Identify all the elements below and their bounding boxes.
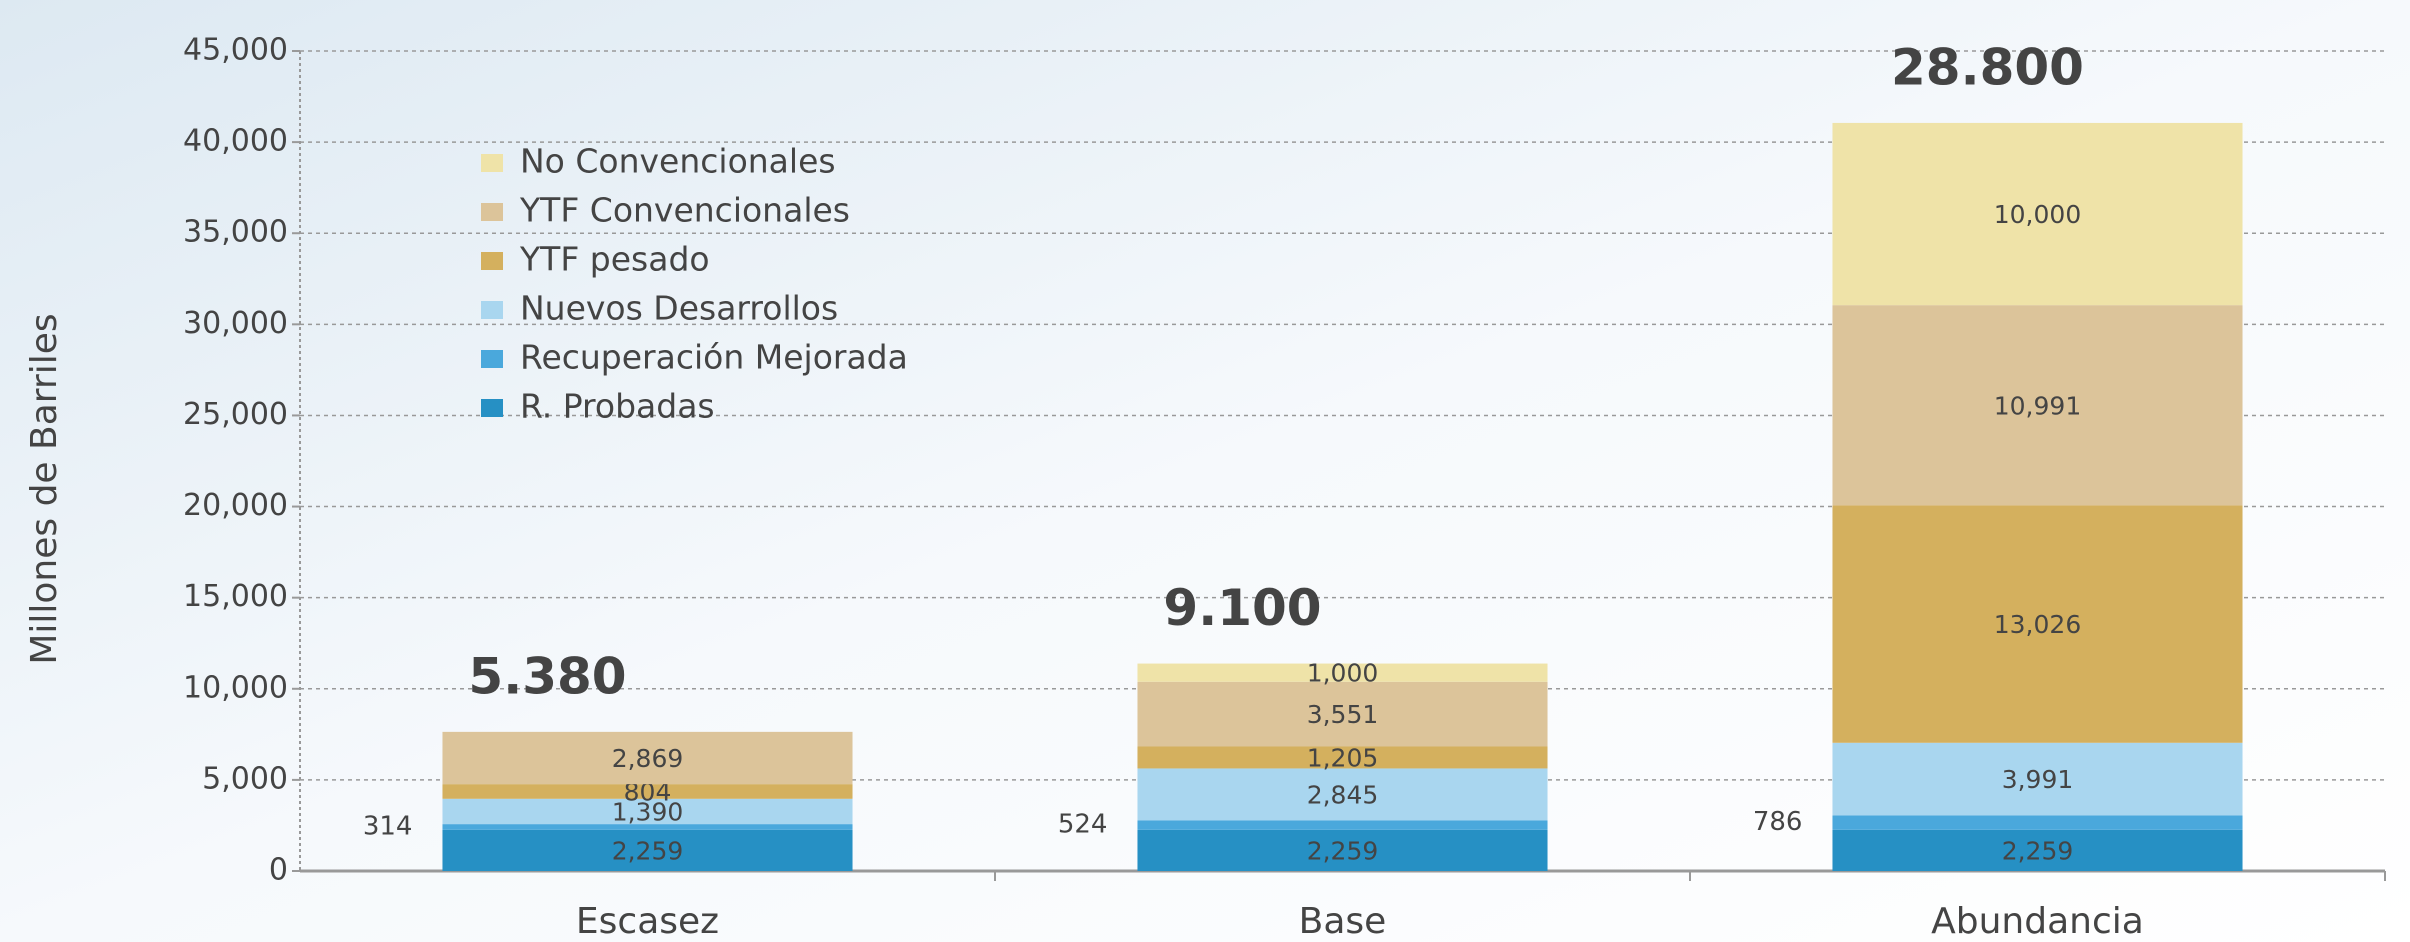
value-label: 2,869: [612, 744, 684, 773]
bar-segment: [1137, 681, 1548, 747]
y-tick-label: 15,000: [183, 579, 288, 614]
y-tick-label: 30,000: [183, 306, 288, 341]
legend-swatch: [481, 203, 503, 221]
y-tick-label: 25,000: [183, 397, 288, 432]
bar-segment: [1137, 829, 1548, 871]
legend-label: No Convencionales: [520, 142, 836, 181]
legend-swatch: [481, 350, 503, 368]
bar-segment: [442, 824, 853, 830]
y-tick-label: 40,000: [183, 124, 288, 159]
bar-segment: [1137, 768, 1548, 821]
value-label: 3,551: [1307, 700, 1379, 729]
value-label: 2,259: [1307, 836, 1379, 865]
y-tick-label: 10,000: [183, 670, 288, 705]
bar-segment: [442, 829, 853, 871]
legend-label: YTF pesado: [519, 240, 710, 279]
y-tick-label: 35,000: [183, 215, 288, 250]
value-label: 1,000: [1307, 659, 1379, 688]
legend-label: YTF Convencionales: [519, 191, 850, 230]
value-label: 314: [363, 811, 413, 841]
legend-swatch: [481, 399, 503, 417]
value-label: 10,000: [1994, 200, 2081, 229]
total-label: 5.380: [468, 647, 626, 705]
value-label: 2,259: [2002, 836, 2074, 865]
y-axis-label: Millones de Barriles: [24, 313, 65, 664]
value-label: 1,205: [1307, 743, 1379, 772]
bar-segment: [1832, 829, 2243, 871]
x-tick-label: Base: [1299, 901, 1387, 942]
legend-swatch: [481, 301, 503, 319]
value-label: 13,026: [1994, 610, 2081, 639]
bar-segment: [1832, 815, 2243, 830]
y-tick-label: 0: [269, 853, 288, 888]
y-tick-label: 45,000: [183, 33, 288, 68]
y-tick-label: 5,000: [202, 761, 288, 796]
y-tick-label: 20,000: [183, 488, 288, 523]
legend-swatch: [481, 252, 503, 270]
bar-segment: [1832, 742, 2243, 816]
bar-segment: [442, 784, 853, 799]
value-label: 786: [1753, 807, 1803, 837]
legend-label: R. Probadas: [520, 387, 715, 426]
total-label: 28.800: [1891, 38, 2084, 96]
bar-segment: [1137, 746, 1548, 769]
bar-segment: [1832, 305, 2243, 506]
value-label: 524: [1058, 810, 1108, 840]
total-label: 9.100: [1163, 579, 1321, 637]
value-label: 1,390: [612, 797, 684, 826]
bar-segment: [442, 731, 853, 785]
value-label: 10,991: [1994, 391, 2081, 420]
bar-segment: [1832, 122, 2243, 306]
x-tick-label: Escasez: [576, 901, 719, 942]
legend-swatch: [481, 154, 503, 172]
bar-segment: [1832, 505, 2243, 743]
bar-segment: [1137, 820, 1548, 830]
bar-segment: [1137, 663, 1548, 682]
legend-label: Nuevos Desarrollos: [520, 289, 838, 328]
bar-segment: [442, 798, 853, 825]
x-tick-label: Abundancia: [1931, 901, 2144, 942]
value-label: 2,259: [612, 836, 684, 865]
legend-label: Recuperación Mejorada: [520, 338, 908, 377]
value-label: 2,845: [1307, 780, 1379, 809]
value-label: 3,991: [2002, 765, 2074, 794]
